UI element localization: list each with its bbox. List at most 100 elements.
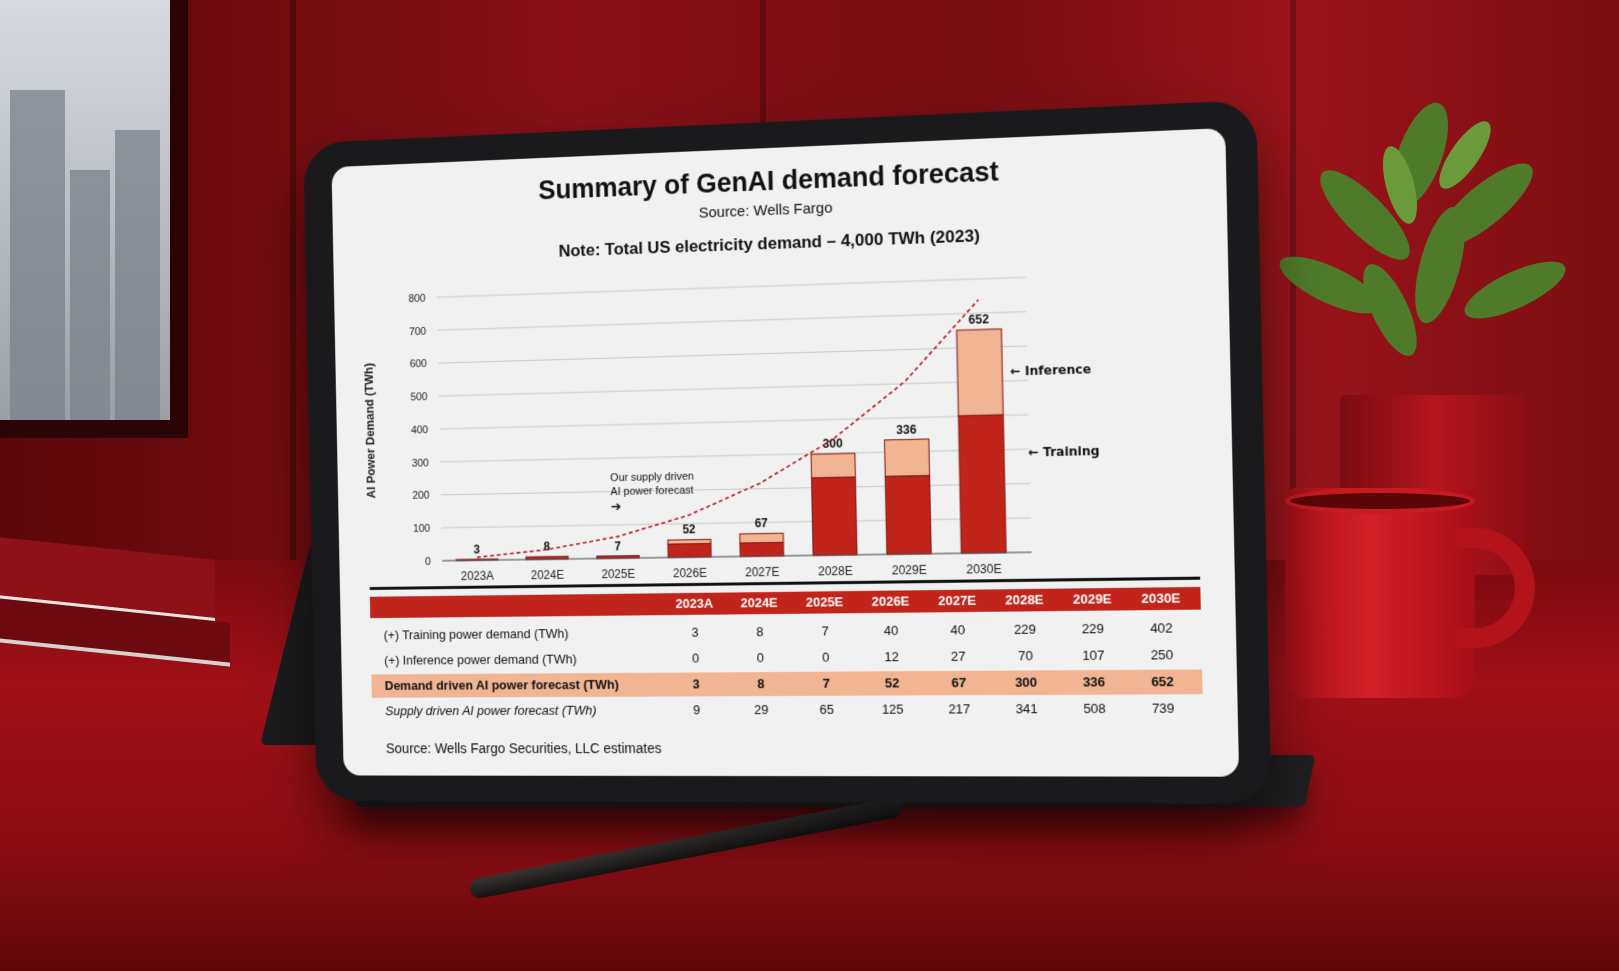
gridline	[438, 346, 1027, 363]
notebook-stack	[0, 536, 230, 667]
x-tick-label: 2029E	[892, 564, 927, 578]
bar-training	[885, 476, 931, 555]
annotation-inference: ← Inference	[1010, 362, 1091, 379]
table-row: Demand driven AI power forecast (TWh) 3 8 7…	[371, 669, 1203, 698]
table-cell: 9	[692, 702, 701, 718]
bar-training	[668, 543, 711, 557]
table-footnote: Source: Wells Fargo Securities, LLC esti…	[385, 740, 662, 757]
table-cell: 652	[1151, 673, 1175, 690]
city-building	[10, 90, 65, 420]
bar-training	[812, 477, 857, 555]
gridline	[440, 415, 1029, 429]
table-cell: 67	[951, 674, 967, 691]
annotation-supply-line-1: Our supply driven	[610, 471, 694, 485]
bar-total-label: 300	[823, 437, 844, 451]
table-cell: 0	[691, 650, 700, 666]
table-header-cell: 2029E	[1072, 591, 1112, 607]
table-cell: 508	[1083, 700, 1106, 717]
table-cell: 27	[950, 648, 966, 664]
bar-inference	[957, 329, 1004, 416]
table-header-cell: 2025E	[805, 594, 844, 610]
annotation-training: ← Training	[1028, 443, 1099, 459]
bar-total-label: 652	[968, 313, 989, 327]
table-cell: 3	[692, 676, 700, 692]
y-tick-label: 400	[411, 424, 428, 436]
wall-panel-seam	[290, 0, 296, 600]
table-row: Supply driven AI power forecast (TWh) 9 29…	[372, 696, 1203, 723]
table-header-cell: 2030E	[1141, 590, 1181, 607]
x-tick-label: 2024E	[531, 569, 565, 583]
bar-inference	[668, 539, 711, 544]
table-cell: 70	[1017, 648, 1034, 664]
table-cell: 3	[691, 624, 699, 640]
bar-training	[958, 415, 1006, 554]
gridline	[438, 312, 1027, 331]
table-cell: 8	[757, 676, 765, 692]
y-axis-label: AI Power Demand (TWh)	[363, 363, 378, 499]
window	[0, 0, 188, 438]
y-tick-label: 600	[410, 358, 427, 370]
table-cell: 7	[822, 675, 830, 691]
table-cell: 29	[754, 702, 769, 718]
city-building	[70, 170, 110, 420]
x-tick-label: 2027E	[745, 566, 780, 580]
x-tick-label: 2028E	[818, 565, 853, 579]
table-cell: 300	[1014, 674, 1038, 690]
y-tick-label: 0	[425, 556, 431, 568]
y-tick-label: 800	[408, 293, 425, 306]
gridline	[439, 380, 1028, 396]
bar-chart: 0 100 200 300 400 500 600 700 800 AI Power Demand…	[363, 239, 1100, 583]
plant-leaves	[1279, 102, 1566, 356]
x-tick-label: 2026E	[673, 567, 707, 581]
bar-total-label: 336	[896, 423, 917, 437]
table-header-cell: 2028E	[1004, 591, 1044, 608]
bar-inference	[740, 533, 784, 543]
table-cell: 65	[819, 701, 835, 717]
table-cell: 125	[881, 701, 904, 717]
bar-total-label: 67	[755, 517, 768, 531]
table-cell: 336	[1082, 674, 1106, 690]
table-cell: 250	[1150, 646, 1174, 663]
table-row: (+) Inference power demand (TWh) 0 0 0 12 27 7…	[371, 643, 1202, 673]
x-tick-label: 2025E	[601, 568, 635, 582]
table-header-cell: 2026E	[871, 593, 910, 609]
tablet-screen: Summary of GenAI demand forecast Source:…	[331, 128, 1240, 777]
bar-training	[740, 542, 784, 556]
table-cell: 40	[950, 622, 966, 638]
gridline	[440, 449, 1029, 462]
table-cell: 229	[1013, 621, 1037, 637]
bar-total-label: 52	[682, 523, 696, 536]
mug-rim	[1285, 488, 1475, 514]
table-cell: 739	[1151, 700, 1175, 716]
x-tick-label: 2030E	[966, 563, 1002, 577]
bar-total-label: 7	[614, 540, 621, 553]
table-cell: 107	[1082, 647, 1105, 663]
table-row-label: Supply driven AI power forecast (TWh)	[385, 702, 597, 719]
table-header-row: 2023A 2024E 2025E 2026E 2027E 2028E 2029E 2030E	[369, 586, 1201, 619]
bar-inference	[884, 439, 929, 476]
table-row-label: (+) Inference power demand (TWh)	[384, 651, 577, 668]
bar-total-label: 8	[544, 541, 551, 554]
y-tick-label: 500	[410, 391, 427, 403]
gridline	[442, 518, 1031, 528]
table-header-cell: 2024E	[740, 594, 778, 611]
bar-inference	[811, 453, 855, 478]
table-cell: 217	[948, 701, 971, 717]
table-cell: 0	[821, 649, 830, 665]
bar-total-label: 3	[473, 543, 480, 556]
table-cell: 40	[883, 622, 899, 639]
annotation-supply-line-2: AI power forecast	[610, 485, 693, 499]
table-row-label: Demand driven AI power forecast (TWh)	[384, 676, 619, 693]
wall-panel-seam	[1290, 0, 1296, 600]
y-tick-label: 700	[409, 325, 426, 338]
gridline	[441, 483, 1030, 494]
tablet-device: Summary of GenAI demand forecast Source:…	[303, 99, 1272, 804]
table-cell: 402	[1149, 620, 1173, 636]
table-cell: 7	[821, 623, 829, 639]
y-tick-label: 300	[412, 457, 429, 469]
y-tick-label: 100	[413, 523, 430, 535]
table-cell: 12	[884, 649, 900, 665]
table-cell: 8	[755, 624, 764, 640]
table-header-cell: 2027E	[937, 592, 977, 609]
gridline	[437, 277, 1026, 297]
